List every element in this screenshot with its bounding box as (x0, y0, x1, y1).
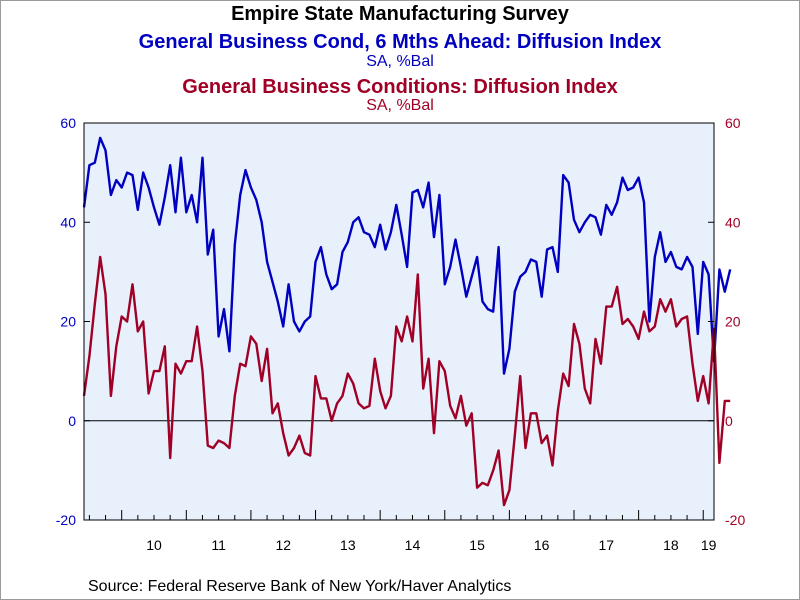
x-tick-label: 10 (146, 537, 162, 553)
x-tick-label: 14 (405, 537, 421, 553)
right-tick-label: 60 (725, 115, 741, 131)
left-tick-label: -20 (56, 512, 76, 528)
x-tick-label: 12 (275, 537, 291, 553)
x-tick-label: 16 (534, 537, 550, 553)
right-tick-label: 40 (725, 214, 741, 230)
series-line-2 (82, 255, 731, 507)
left-tick-label: 60 (60, 115, 76, 131)
right-tick-label: -20 (725, 512, 745, 528)
series-line-1 (82, 136, 732, 375)
plot-area (84, 123, 714, 520)
left-tick-label: 40 (60, 214, 76, 230)
x-tick-label: 17 (599, 537, 615, 553)
x-tick-label: 11 (211, 537, 226, 553)
chart-title: Empire State Manufacturing Survey (231, 3, 569, 25)
x-tick-label: 13 (340, 537, 356, 553)
source-note: Source: Federal Reserve Bank of New York… (88, 578, 512, 595)
x-tick-label: 15 (469, 537, 485, 553)
right-tick-label: 20 (725, 314, 741, 330)
right-tick-label: 0 (725, 413, 733, 429)
series-2-unit: SA, %Bal (366, 97, 434, 114)
left-tick-label: 0 (68, 413, 76, 429)
x-tick-label: 18 (663, 537, 679, 553)
x-tick-label: 19 (701, 537, 717, 553)
series-1-unit: SA, %Bal (366, 53, 434, 70)
series-1-title: General Business Cond, 6 Mths Ahead: Dif… (138, 31, 662, 53)
left-tick-label: 20 (60, 314, 76, 330)
series-2-title: General Business Conditions: Diffusion I… (182, 76, 618, 98)
